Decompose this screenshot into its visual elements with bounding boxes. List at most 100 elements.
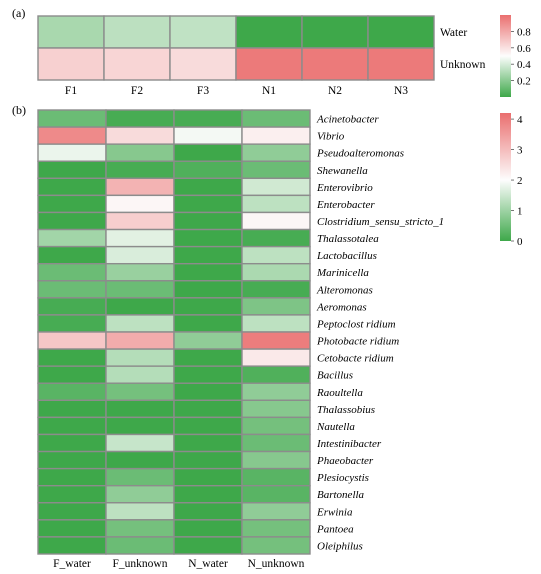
heatmap-cell (37, 519, 107, 538)
genus-label: Thalassotalea (317, 233, 379, 245)
heatmap-cell (37, 399, 107, 419)
heatmap-cell (241, 484, 311, 504)
column-label: N1 (262, 85, 276, 97)
heatmap-cell (173, 519, 243, 538)
panel-b-label: (b) (12, 103, 26, 117)
heatmap-cell (235, 15, 303, 49)
heatmap-cell (105, 536, 175, 555)
column-label: F1 (65, 85, 77, 97)
heatmap-cell (105, 467, 175, 487)
heatmap-cell (241, 245, 311, 265)
heatmap-cell (301, 15, 369, 49)
heatmap-cell (37, 47, 105, 81)
heatmap-cell (37, 15, 105, 49)
heatmap-cell (105, 348, 175, 367)
genus-label: Clostridium_sensu_stricto_1 (317, 216, 444, 228)
heatmap-cell (173, 297, 243, 316)
heatmap-cell (105, 519, 175, 538)
column-label: F2 (131, 85, 143, 97)
genus-label: Erwinia (316, 506, 353, 518)
heatmap-cell (173, 331, 243, 350)
heatmap-cell (105, 416, 175, 436)
heatmap-cell (235, 47, 303, 81)
heatmap-cell (241, 297, 311, 316)
row-label: Unknown (440, 59, 486, 71)
genus-label: Pseudoalteromonas (316, 148, 404, 160)
heatmap-cell (241, 126, 311, 145)
column-label: F3 (197, 85, 209, 97)
heatmap-cell (105, 280, 175, 299)
heatmap-cell (173, 280, 243, 299)
genus-label: Vibrio (317, 131, 345, 143)
heatmap-cell (37, 502, 107, 521)
heatmap-cell (105, 228, 175, 248)
genus-label: Cetobacte ridium (317, 353, 394, 365)
heatmap-cell (173, 502, 243, 521)
colorbar-tick-label: 0 (517, 236, 523, 248)
heatmap-cell (173, 177, 243, 197)
heatmap-cell (105, 382, 175, 402)
column-label: N2 (328, 85, 342, 97)
column-label: F_water (53, 558, 91, 570)
heatmap-cell (173, 314, 243, 333)
genus-label: Aeromonas (316, 301, 367, 313)
genus-label: Enterobacter (316, 199, 375, 211)
genus-label: Peptoclost ridium (316, 318, 396, 330)
heatmap-cell (173, 211, 243, 231)
heatmap-cell (173, 433, 243, 453)
heatmap-cell (241, 211, 311, 231)
genus-label: Photobacte ridium (316, 336, 399, 348)
heatmap-cell (37, 382, 107, 402)
heatmap-cell (241, 382, 311, 402)
genus-label: Enterovibrio (316, 182, 373, 194)
heatmap-cell (37, 228, 107, 248)
heatmap-cell (173, 348, 243, 367)
heatmap-cell (37, 109, 107, 128)
heatmap-cell (105, 433, 175, 453)
heatmap-cell (105, 484, 175, 504)
heatmap-cell (37, 365, 107, 384)
heatmap-cell (37, 262, 107, 282)
heatmap-cell (173, 484, 243, 504)
heatmap-cell (173, 194, 243, 214)
colorbar-gradient (500, 15, 511, 97)
heatmap-cell (37, 536, 107, 555)
heatmap-cell (105, 160, 175, 180)
colorbar-tick-label: 0.8 (517, 26, 531, 38)
heatmap-cell (37, 245, 107, 265)
heatmap-cell (173, 450, 243, 470)
heatmap-cell (37, 331, 107, 350)
heatmap-cell (241, 519, 311, 538)
heatmap-cell (37, 280, 107, 299)
genus-label: Phaeobacter (316, 455, 374, 467)
genus-label: Intestinibacter (316, 438, 382, 450)
genus-label: Thalassobius (317, 404, 375, 416)
heatmap-cell (241, 109, 311, 128)
heatmap-cell (173, 416, 243, 436)
heatmap-cell (105, 143, 175, 162)
heatmap-cell (37, 484, 107, 504)
heatmap-cell (367, 47, 435, 81)
heatmap-cell (173, 245, 243, 265)
heatmap-cell (173, 467, 243, 487)
column-label: N_unknown (248, 558, 305, 570)
heatmap-cell (37, 433, 107, 453)
heatmap-cell (105, 331, 175, 350)
heatmap-b: Acinetobacter Vibrio Pseudoalteromonas Shew… (37, 109, 444, 570)
heatmap-cell (105, 126, 175, 145)
heatmap-cell (241, 177, 311, 197)
column-label: F_unknown (113, 558, 168, 570)
genus-label: Bartonella (317, 489, 365, 501)
heatmap-cell (173, 126, 243, 145)
heatmap-cell (37, 126, 107, 145)
genus-label: Plesiocystis (316, 472, 369, 484)
heatmap-cell (173, 160, 243, 180)
heatmap-cell (105, 109, 175, 128)
genus-label: Marinicella (316, 267, 369, 279)
genus-label: Nautella (316, 421, 355, 433)
heatmap-cell (37, 160, 107, 180)
heatmap-cell (241, 262, 311, 282)
heatmap-cell (241, 143, 311, 162)
heatmap-cell (241, 399, 311, 419)
heatmap-cell (241, 536, 311, 555)
